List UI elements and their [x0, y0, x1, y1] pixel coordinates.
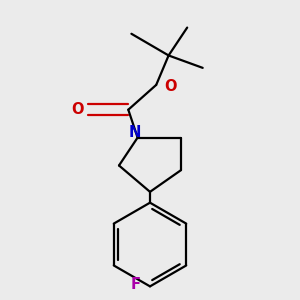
Text: F: F: [131, 277, 141, 292]
Text: O: O: [71, 102, 83, 117]
Text: O: O: [164, 79, 176, 94]
Text: N: N: [128, 125, 141, 140]
